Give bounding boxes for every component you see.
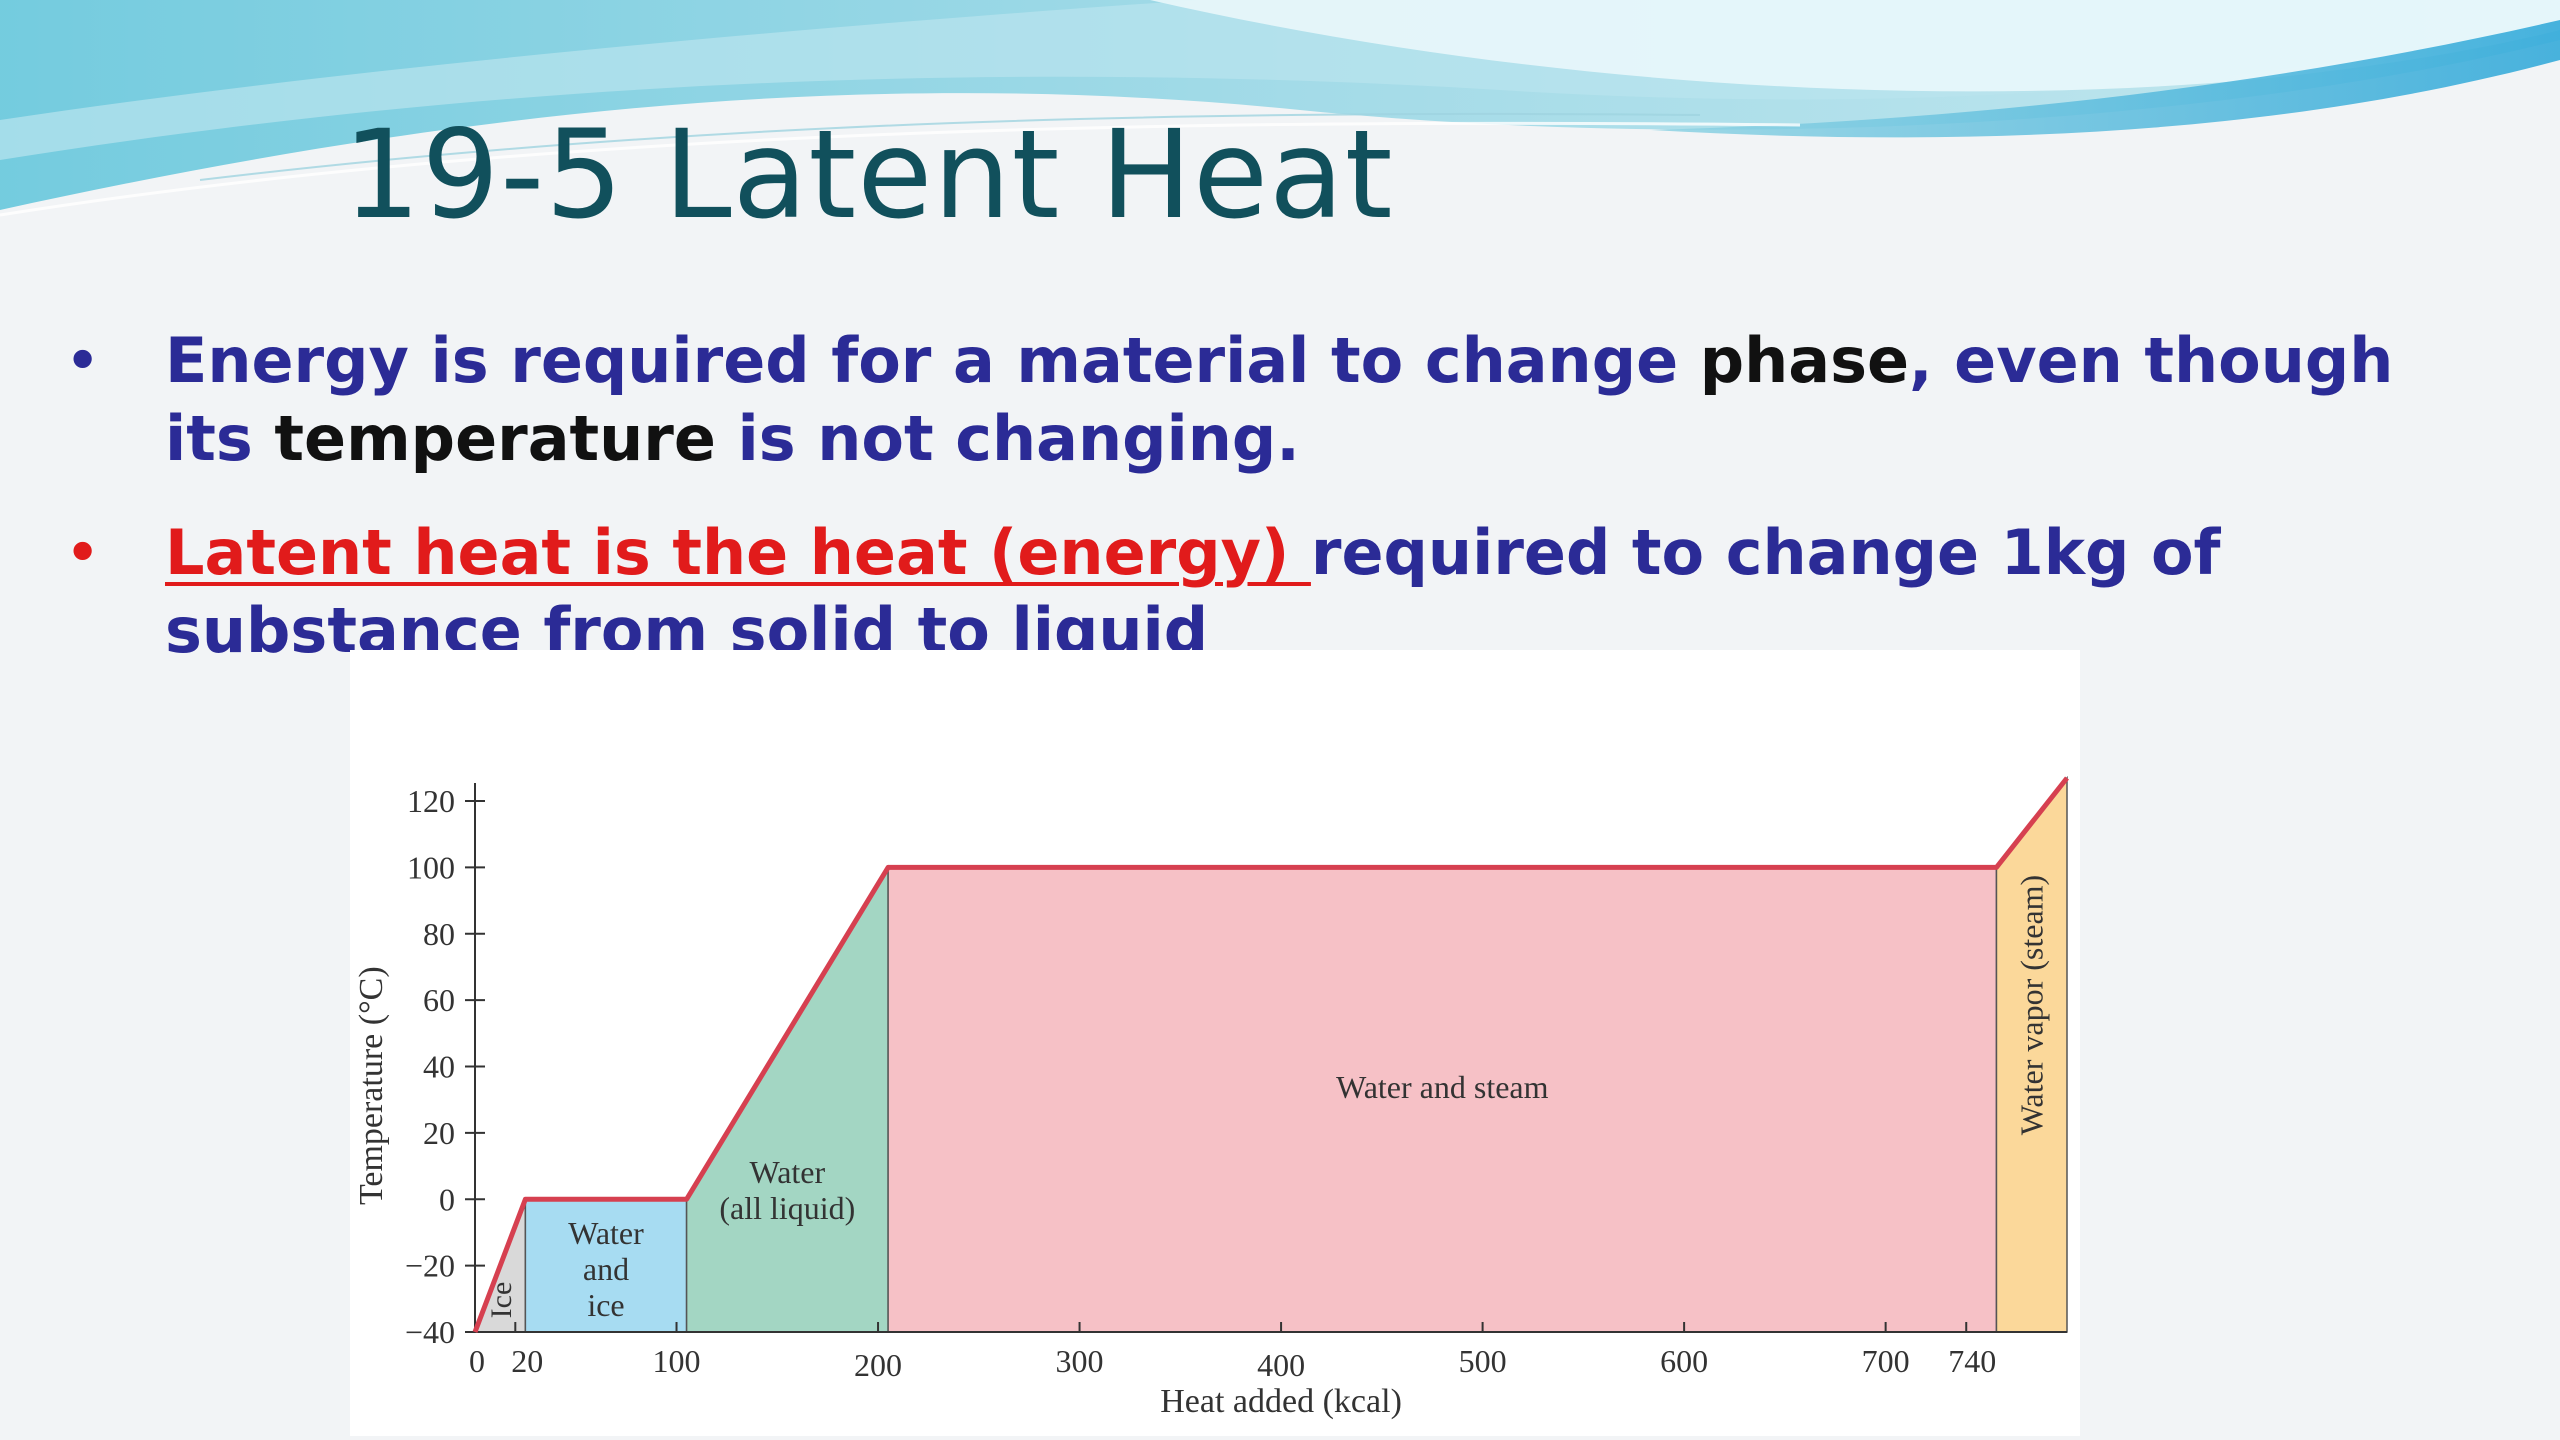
y-tick-label: 40 xyxy=(423,1049,455,1085)
region-label: and xyxy=(583,1251,629,1287)
bullet-point-2: • Latent heat is the heat (energy) requi… xyxy=(66,514,2486,670)
region-label: Water vapor (steam) xyxy=(2014,875,2050,1135)
x-tick-label: 700 xyxy=(1862,1343,1910,1379)
region-water-all-liquid- xyxy=(685,864,889,1333)
bullet-text: Latent heat is the heat (energy) require… xyxy=(165,514,2486,670)
y-tick-label: 100 xyxy=(407,849,455,885)
y-tick-label: −20 xyxy=(405,1248,455,1284)
bullet-text: Energy is required for a material to cha… xyxy=(165,322,2486,478)
bullet-text-run: Energy is required for a material to cha… xyxy=(165,324,1700,397)
x-tick-label: 0 xyxy=(469,1343,485,1379)
phase-regions xyxy=(473,775,2068,1333)
x-tick-label: 300 xyxy=(1056,1343,1104,1379)
y-tick-label: 20 xyxy=(423,1115,455,1151)
keyword-temperature: temperature xyxy=(274,402,716,475)
region-label: (all liquid) xyxy=(719,1190,855,1226)
keyword-phase: phase xyxy=(1699,324,1910,397)
x-axis-label: Heat added (kcal) xyxy=(1160,1383,1402,1420)
x-tick-label: 100 xyxy=(653,1343,701,1379)
y-tick-label: 80 xyxy=(423,916,455,952)
region-label: Water and steam xyxy=(1336,1069,1549,1105)
bullet-point-1: • Energy is required for a material to c… xyxy=(66,322,2486,478)
x-tick-label: 600 xyxy=(1660,1343,1708,1379)
latent-heat-definition: Latent heat is the heat (energy) xyxy=(165,516,1311,589)
chart-panel: Ice Water and ice Water (all liquid) Water and… xyxy=(350,650,2080,1436)
region-label: Water xyxy=(750,1154,826,1190)
bullet-dot: • xyxy=(66,523,100,583)
slide-title: 19-5 Latent Heat xyxy=(343,104,1394,246)
x-tick-label: 20 xyxy=(511,1343,543,1379)
x-tick-label: 200 xyxy=(854,1347,902,1383)
region-label: ice xyxy=(587,1287,624,1323)
region-label: Water xyxy=(568,1215,644,1251)
chart-series xyxy=(472,776,2069,1333)
x-tick-label: 500 xyxy=(1459,1343,1507,1379)
bullet-text-run: is not changing. xyxy=(715,402,1300,475)
y-tick-label: 0 xyxy=(439,1181,455,1217)
x-tick-label: 740 xyxy=(1948,1343,1996,1379)
x-tick-label: 400 xyxy=(1257,1347,1305,1383)
y-tick-label: 120 xyxy=(407,783,455,819)
heating-curve-line xyxy=(472,776,2069,1333)
y-axis-label: Temperature (°C) xyxy=(353,966,390,1205)
y-tick-label: 60 xyxy=(423,982,455,1018)
y-tick-label: −40 xyxy=(405,1314,455,1350)
bullet-dot: • xyxy=(66,331,100,391)
bullet-text-run: , even though its xyxy=(165,324,2394,475)
